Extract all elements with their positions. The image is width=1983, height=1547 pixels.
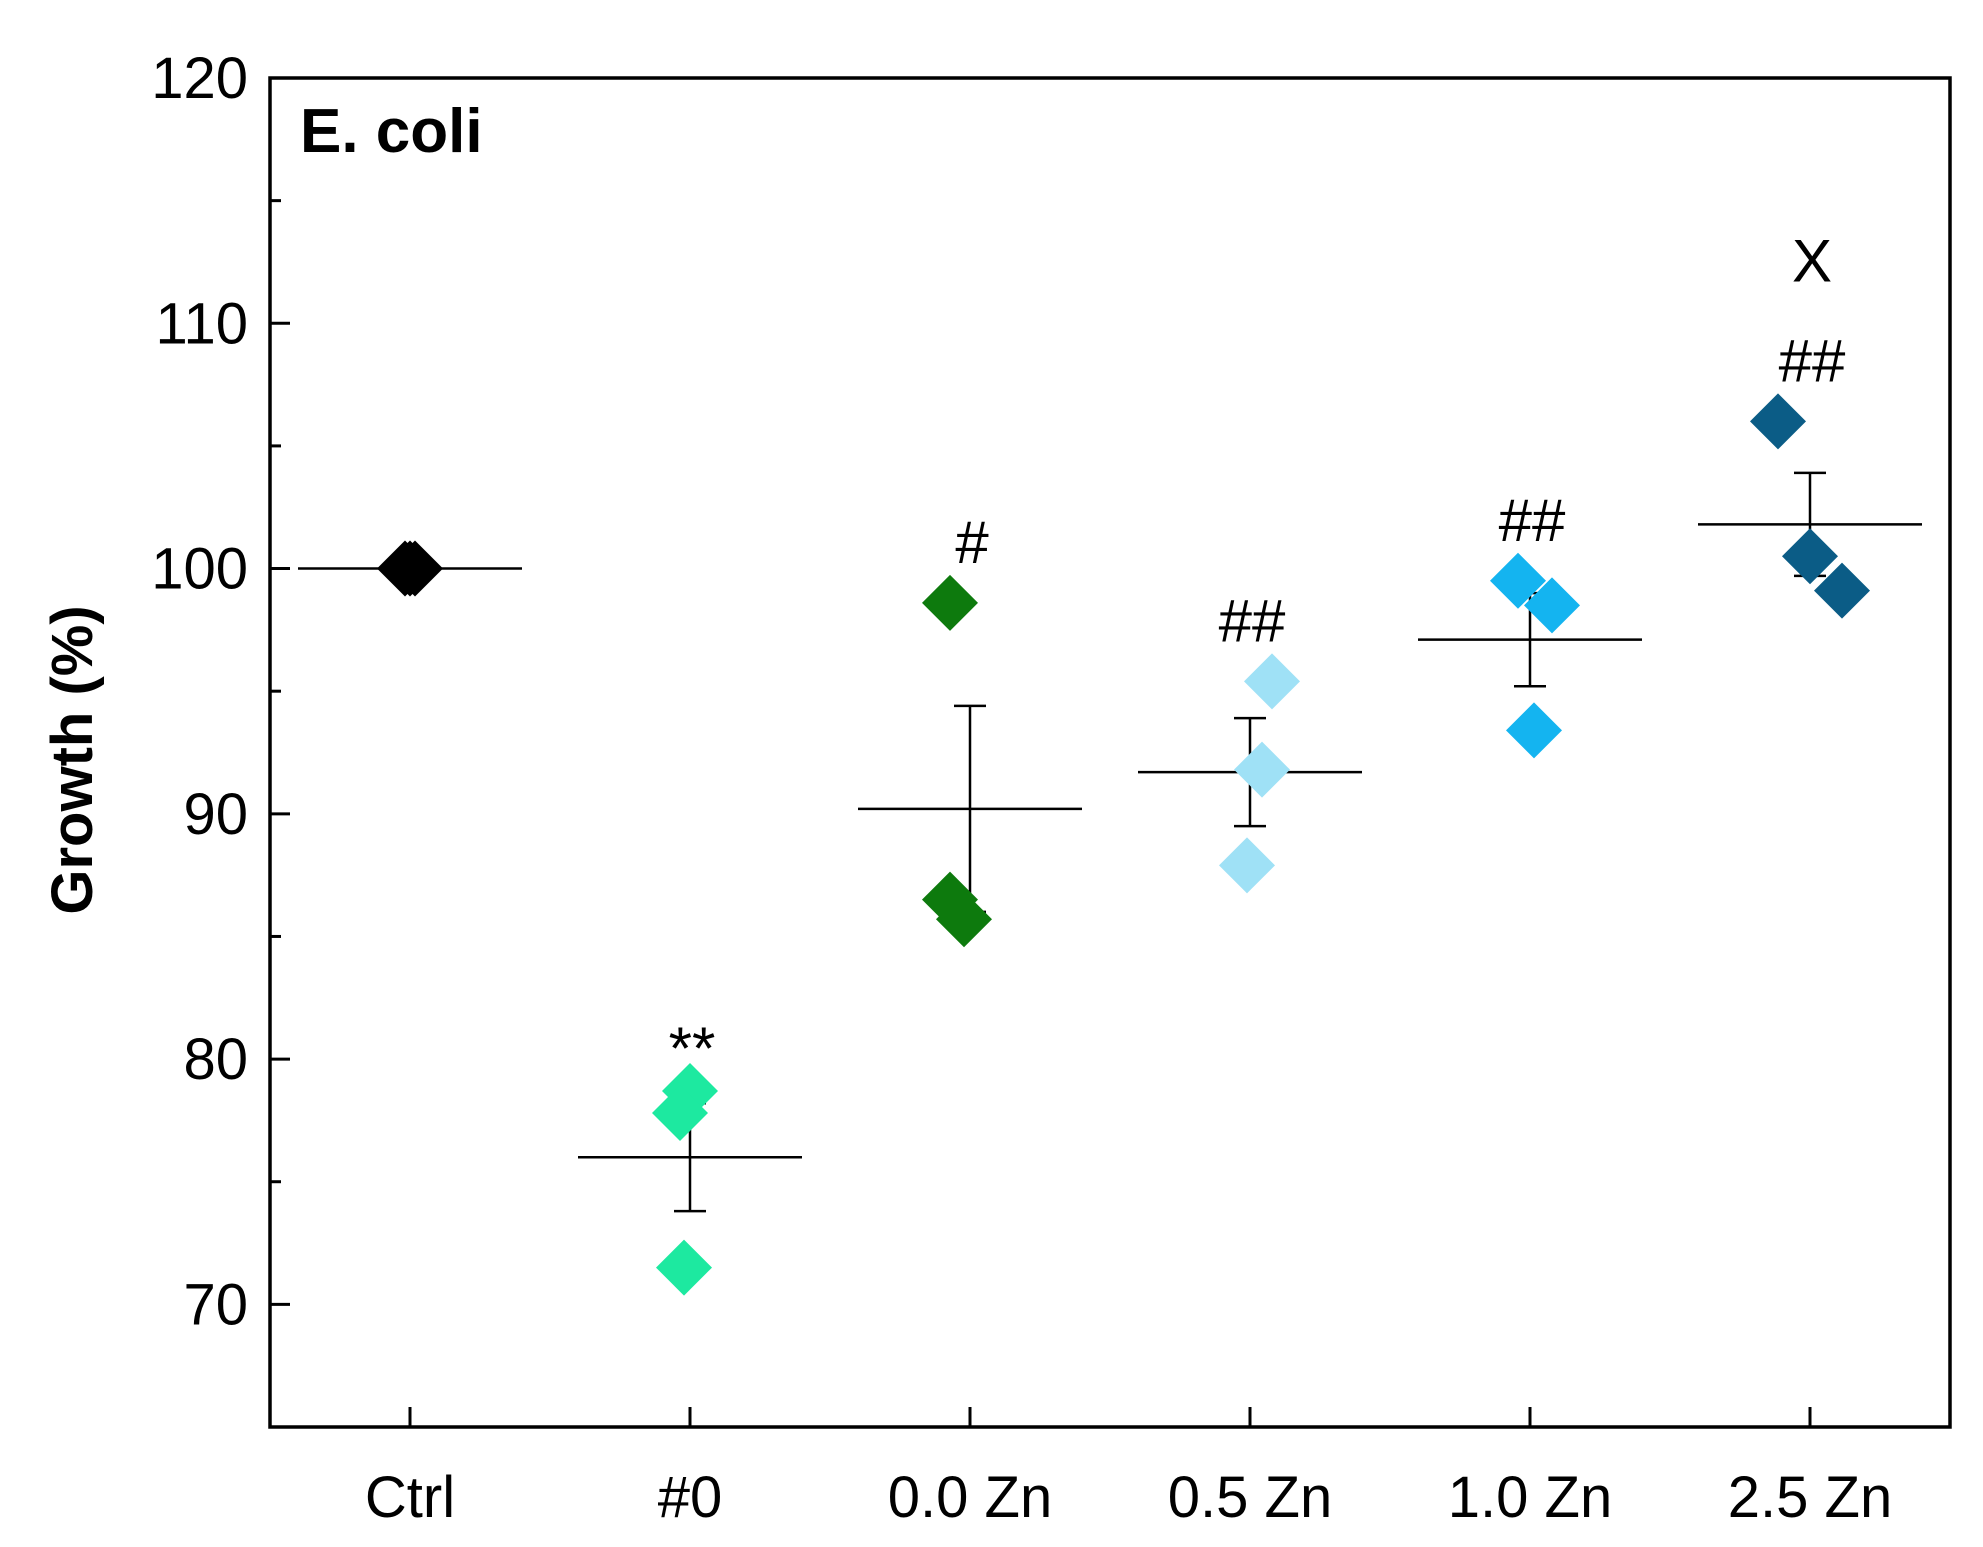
data-point-0	[656, 1239, 712, 1296]
y-tick-label: 110	[156, 291, 248, 356]
x-tick-label: 0.0 Zn	[888, 1465, 1052, 1530]
data-point-2-5-zn	[1782, 528, 1838, 585]
points-layer	[377, 393, 1870, 1296]
y-tick-label: 100	[151, 537, 248, 602]
y-tick-label: 120	[151, 46, 248, 111]
x-tick-label: Ctrl	[365, 1465, 455, 1530]
y-axis-title: Growth (%)	[40, 605, 105, 914]
data-point-2-5-zn	[1814, 562, 1870, 619]
annotations-layer: **#######X	[669, 227, 1846, 1082]
data-point-1-0-zn	[1490, 552, 1546, 609]
y-tick-label: 70	[183, 1272, 248, 1337]
data-point-0	[652, 1085, 708, 1142]
data-point-ctrl	[382, 540, 438, 597]
data-point-0-0-zn	[936, 891, 992, 948]
significance-label-1-0-zn: ##	[1499, 487, 1566, 554]
data-point-1-0-zn	[1506, 702, 1562, 759]
data-point-0-5-zn	[1244, 653, 1300, 710]
significance-label-0-5-zn: ##	[1219, 587, 1286, 654]
y-tick-label: 80	[183, 1027, 248, 1092]
plot-frame	[268, 76, 1952, 1429]
y-tick-label: 90	[183, 782, 248, 847]
panel-label: E. coli	[300, 97, 483, 166]
data-point-0-5-zn	[1234, 741, 1290, 798]
significance-label-0: **	[669, 1015, 716, 1082]
data-point-1-0-zn	[1524, 577, 1580, 634]
x-tick-label: 0.5 Zn	[1168, 1465, 1332, 1530]
significance-label-0-0-zn: #	[955, 509, 989, 576]
means-layer	[298, 471, 1922, 1213]
significance-label-2-5-zn: ##	[1779, 327, 1846, 394]
x-tick-label: 2.5 Zn	[1728, 1465, 1892, 1530]
data-point-0-5-zn	[1219, 837, 1275, 894]
significance-label-2-5-zn: X	[1792, 227, 1832, 294]
x-tick-label: #0	[658, 1465, 723, 1530]
data-point-2-5-zn	[1750, 393, 1806, 450]
data-point-0-0-zn	[922, 574, 978, 631]
axes-layer: 70 80 90 100 110 120 Ctrl #0 0.0 Zn 0.5 Zn 1.0 Zn 2…	[151, 46, 1952, 1530]
x-tick-label: 1.0 Zn	[1448, 1465, 1612, 1530]
